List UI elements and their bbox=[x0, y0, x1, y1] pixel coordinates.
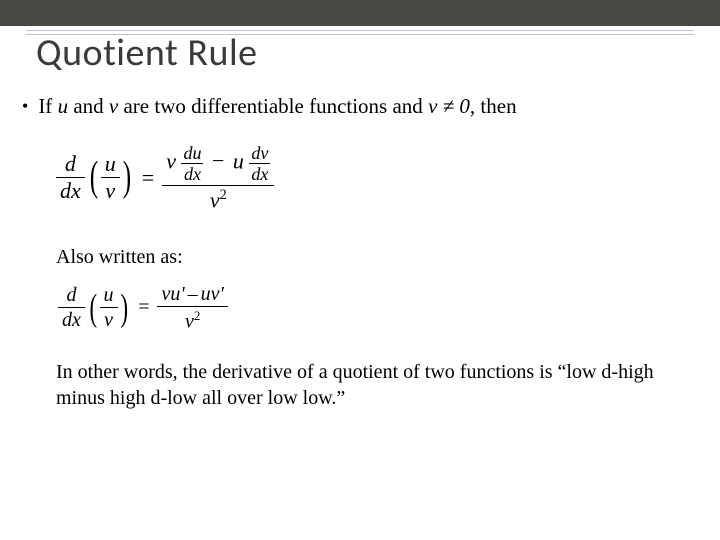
u: u bbox=[233, 148, 244, 173]
formula-2: d dx ( u v ) = vu'–uv' v2 bbox=[58, 283, 690, 333]
bullet-1: • If u and v are two differentiable func… bbox=[22, 92, 690, 121]
d: d bbox=[61, 152, 80, 176]
v: v bbox=[101, 179, 119, 203]
dv: dv bbox=[249, 144, 270, 162]
slide-body: • If u and v are two differentiable func… bbox=[22, 92, 690, 411]
v: v bbox=[166, 148, 176, 173]
t: If bbox=[38, 94, 57, 118]
v: v bbox=[210, 187, 220, 212]
v: v bbox=[100, 309, 117, 331]
paren-uv: ( u v ) bbox=[87, 152, 134, 203]
also-written-as: Also written as: bbox=[56, 244, 690, 271]
dx: dx bbox=[249, 165, 270, 183]
bullet-marker: • bbox=[22, 92, 28, 121]
dx: dx bbox=[58, 309, 85, 331]
cond: v ≠ 0 bbox=[428, 94, 470, 118]
top-band bbox=[0, 0, 720, 26]
sq: 2 bbox=[194, 308, 201, 323]
u: u bbox=[100, 284, 118, 306]
v: v bbox=[185, 311, 194, 333]
ddx: d dx bbox=[56, 152, 85, 203]
du: du bbox=[181, 144, 203, 162]
rhs: v du dx − u dv dx v2 bbox=[162, 143, 274, 212]
var-u: u bbox=[58, 94, 69, 118]
paren-uv2: ( u v ) bbox=[87, 284, 130, 331]
rhs2: vu'–uv' v2 bbox=[157, 283, 227, 333]
formula-1: d dx ( u v ) = v du bbox=[56, 143, 690, 212]
ddx2: d dx bbox=[58, 284, 85, 331]
dx: dx bbox=[182, 165, 203, 183]
minus: − bbox=[212, 148, 224, 173]
dx: dx bbox=[56, 179, 85, 203]
t: are two differentiable functions and bbox=[118, 94, 428, 118]
dudx: du dx bbox=[181, 144, 203, 183]
u: u bbox=[101, 152, 120, 176]
sq: 2 bbox=[220, 187, 227, 203]
bullet-text: If u and v are two differentiable functi… bbox=[38, 92, 690, 120]
dvdx: dv dx bbox=[249, 144, 270, 183]
summary-text: In other words, the derivative of a quot… bbox=[56, 359, 656, 411]
t: , then bbox=[470, 94, 517, 118]
equals: = bbox=[142, 163, 154, 193]
equals2: = bbox=[138, 294, 149, 321]
uvp: uv' bbox=[201, 283, 224, 305]
var-v: v bbox=[109, 94, 118, 118]
d: d bbox=[62, 284, 80, 306]
t: and bbox=[68, 94, 109, 118]
minus: – bbox=[188, 283, 198, 305]
slide-title: Quotient Rule bbox=[36, 30, 258, 76]
vup: vu' bbox=[161, 283, 184, 305]
